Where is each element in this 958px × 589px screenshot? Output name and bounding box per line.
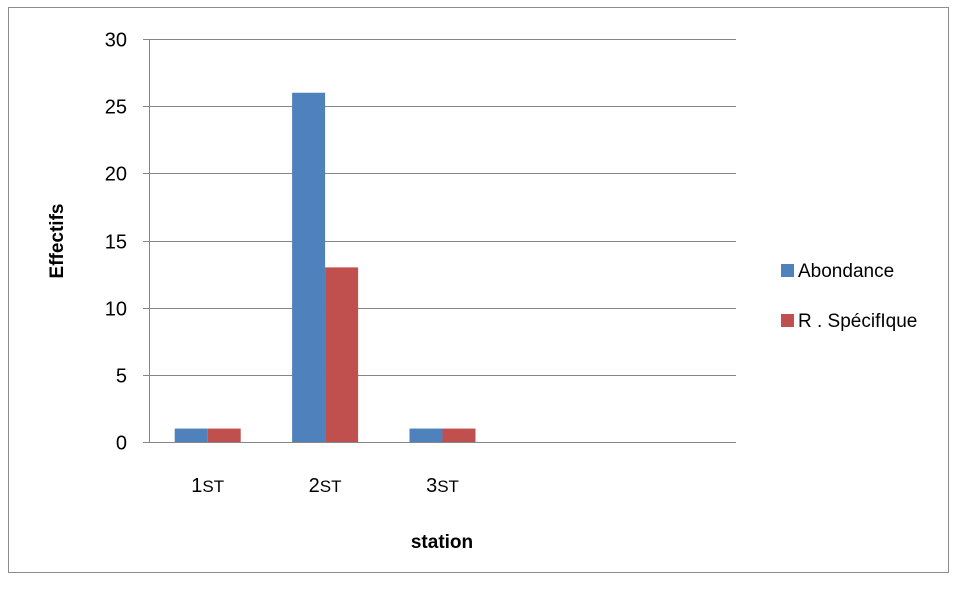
- y-tick-label: 10: [105, 299, 127, 321]
- bar-r-specifique-2: [325, 267, 359, 442]
- bar-chart: 0 5 10 15 20 25 30 1ST 2ST 3ST Effectifs station…: [47, 30, 917, 554]
- y-tick-label: 0: [116, 433, 127, 455]
- y-axis-title: Effectifs: [47, 204, 68, 279]
- bar-r-specifique-3: [442, 428, 476, 442]
- x-axis-title: station: [411, 532, 473, 553]
- y-tick-label: 5: [116, 366, 127, 388]
- y-tick-label: 25: [105, 97, 127, 119]
- y-tick-label: 20: [105, 164, 127, 186]
- gridlines: [143, 39, 736, 443]
- y-tick-label: 30: [105, 30, 127, 52]
- x-tick-label: 3ST: [426, 475, 459, 497]
- chart-frame: 0 5 10 15 20 25 30 1ST 2ST 3ST Effectifs station…: [8, 7, 949, 573]
- legend: Abondance R . SpécifIque: [781, 261, 917, 332]
- bar-abondance-2: [292, 92, 326, 442]
- bar-r-specifique-1: [207, 428, 241, 442]
- y-tick-labels: 0 5 10 15 20 25 30: [105, 30, 127, 455]
- y-tick-label: 15: [105, 232, 127, 254]
- bars: [174, 92, 476, 442]
- bar-abondance-3: [409, 428, 443, 442]
- x-tick-label: 2ST: [309, 475, 342, 497]
- legend-swatch: [781, 264, 794, 277]
- legend-label: Abondance: [798, 261, 894, 282]
- x-tick-labels: 1ST 2ST 3ST: [191, 475, 459, 497]
- axes: [149, 39, 736, 443]
- bar-abondance-1: [174, 428, 208, 442]
- x-tick-label: 1ST: [191, 475, 224, 497]
- legend-swatch: [781, 314, 794, 327]
- legend-label: R . SpécifIque: [798, 311, 917, 332]
